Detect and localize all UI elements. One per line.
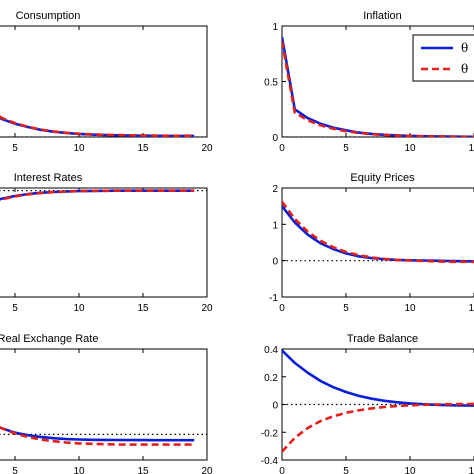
real-exchange-rate-title: Real Exchange Rate xyxy=(0,333,98,345)
inflation-xtick-label: 5 xyxy=(343,143,349,154)
real-exchange-rate-xtick-label: 10 xyxy=(73,466,85,474)
consumption-series-1-line xyxy=(0,116,195,137)
equity-prices-ytick-label: -1 xyxy=(269,293,278,304)
interest-rates-xtick-label: 20 xyxy=(201,303,213,314)
interest-rates-series-2-line xyxy=(0,189,195,202)
inflation-ytick-label: 0 xyxy=(272,133,278,144)
inflation-series-1-line xyxy=(282,36,474,137)
inflation-panel: Inflation 0 5 10 15 0 0.5 1 xyxy=(264,10,474,154)
equity-prices-series-2-line xyxy=(282,201,474,264)
legend-label-1: θ xyxy=(461,41,468,55)
inflation-xtick-label: 15 xyxy=(468,143,474,154)
equity-prices-title: Equity Prices xyxy=(350,172,415,184)
equity-prices-series-1-line xyxy=(282,205,474,263)
real-exchange-rate-series-1-line xyxy=(0,426,195,442)
equity-prices-xtick-label: 5 xyxy=(343,303,349,314)
inflation-xtick-label: 0 xyxy=(279,143,285,154)
real-exchange-rate-series-2-line xyxy=(0,425,195,446)
real-exchange-rate-xtick-label: 15 xyxy=(137,466,149,474)
trade-balance-xtick-label: 15 xyxy=(468,466,474,474)
trade-balance-ytick-label: 0.2 xyxy=(264,373,278,384)
equity-prices-ytick-label: 2 xyxy=(272,184,278,195)
interest-rates-axes-frame xyxy=(0,187,208,298)
legend-label-2: θ xyxy=(461,62,468,76)
trade-balance-series-2-line xyxy=(282,402,474,453)
real-exchange-rate-panel: Real Exchange Rate 5 10 15 20 xyxy=(0,333,213,474)
interest-rates-xtick-label: 5 xyxy=(12,303,18,314)
equity-prices-axes-frame xyxy=(281,187,474,298)
real-exchange-rate-axes-frame xyxy=(0,348,208,461)
interest-rates-xtick-label: 10 xyxy=(73,303,85,314)
legend-box xyxy=(412,34,474,82)
inflation-xtick-label: 10 xyxy=(404,143,416,154)
trade-balance-ytick-label: -0.2 xyxy=(261,428,279,439)
trade-balance-xtick-label: 5 xyxy=(343,466,349,474)
legend: θθ xyxy=(412,34,474,82)
consumption-panel: Consumption 5 10 15 20 xyxy=(0,10,213,154)
inflation-ytick-label: 1 xyxy=(272,22,278,33)
equity-prices-xtick-label: 10 xyxy=(404,303,416,314)
trade-balance-ytick-label: -0.4 xyxy=(261,456,279,467)
consumption-series-2-line xyxy=(0,115,195,137)
interest-rates-title: Interest Rates xyxy=(14,172,83,184)
real-exchange-rate-xtick-label: 5 xyxy=(12,466,18,474)
trade-balance-series-1-line xyxy=(282,349,474,407)
consumption-xtick-label: 15 xyxy=(137,143,149,154)
equity-prices-ytick-label: 1 xyxy=(272,220,278,231)
equity-prices-xtick-label: 15 xyxy=(468,303,474,314)
consumption-title: Consumption xyxy=(16,10,81,22)
consumption-xtick-label: 20 xyxy=(201,143,213,154)
real-exchange-rate-xtick-label: 20 xyxy=(201,466,213,474)
trade-balance-xtick-label: 10 xyxy=(404,466,416,474)
consumption-xtick-label: 10 xyxy=(73,143,85,154)
inflation-ytick-label: 0.5 xyxy=(264,78,278,89)
consumption-xtick-label: 5 xyxy=(12,143,18,154)
equity-prices-ytick-label: 0 xyxy=(272,257,278,268)
trade-balance-title: Trade Balance xyxy=(347,333,418,345)
trade-balance-panel: Trade Balance 0 5 10 15 -0.4 -0.2 0 0.2 0.4 xyxy=(261,333,474,474)
trade-balance-ytick-label: 0 xyxy=(272,401,278,412)
equity-prices-xtick-label: 0 xyxy=(279,303,285,314)
consumption-axes-frame xyxy=(0,25,208,138)
interest-rates-panel: Interest Rates 5 10 15 20 xyxy=(0,172,213,314)
trade-balance-ytick-label: 0.4 xyxy=(264,345,278,356)
trade-balance-xtick-label: 0 xyxy=(279,466,285,474)
inflation-title: Inflation xyxy=(363,10,402,22)
interest-rates-xtick-label: 15 xyxy=(137,303,149,314)
inflation-series-2-line xyxy=(282,41,474,137)
